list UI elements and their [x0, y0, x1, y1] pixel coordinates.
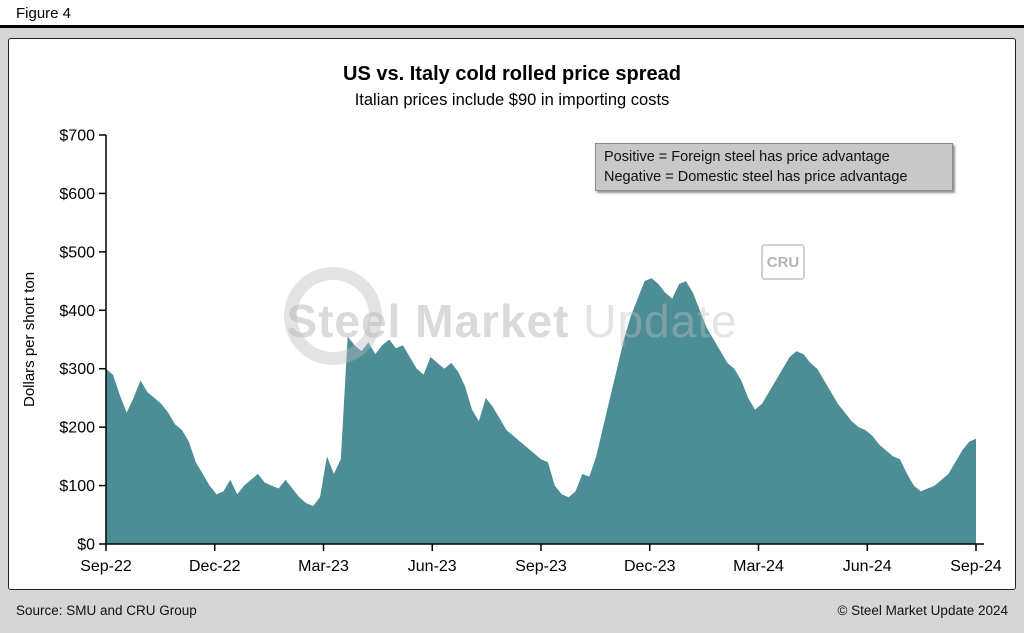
x-tick-label: Mar-24 [733, 558, 784, 575]
figure-titlebar: Figure 4 [0, 0, 1024, 28]
x-tick-label: Jun-24 [843, 558, 892, 575]
y-tick-label: $700 [59, 128, 95, 145]
y-tick-label: $500 [59, 244, 95, 261]
y-tick-label: $300 [59, 361, 95, 378]
x-tick-label: Sep-23 [515, 558, 567, 575]
copyright-note: © Steel Market Update 2024 [837, 603, 1008, 618]
x-tick-label: Dec-23 [624, 558, 676, 575]
figure-label: Figure 4 [16, 5, 72, 22]
x-tick-label: Sep-22 [80, 558, 132, 575]
y-tick-label: $400 [59, 303, 95, 320]
source-note: Source: SMU and CRU Group [16, 603, 197, 618]
annotation-line-negative: Negative = Domestic steel has price adva… [604, 169, 908, 185]
y-tick-label: $600 [59, 186, 95, 203]
y-tick-label: $100 [59, 478, 95, 495]
y-tick-label: $200 [59, 420, 95, 437]
y-tick-label: $0 [77, 537, 95, 554]
area-series [106, 278, 976, 544]
annotation-line-positive: Positive = Foreign steel has price advan… [604, 149, 890, 165]
x-tick-label: Dec-22 [189, 558, 241, 575]
x-tick-label: Sep-24 [950, 558, 1002, 575]
price-spread-plot: $0 $100 $200 $300 $400 $500 $600 $700 Sep-22 Dec-… [59, 128, 1002, 576]
chart-subtitle: Italian prices include $90 in importing … [354, 91, 670, 109]
chart-panel: US vs. Italy cold rolled price spread It… [8, 38, 1016, 590]
x-tick-label: Mar-23 [298, 558, 349, 575]
x-tick-label: Jun-23 [408, 558, 457, 575]
chart-title: US vs. Italy cold rolled price spread [343, 63, 681, 85]
annotation-box: Positive = Foreign steel has price advan… [595, 143, 953, 191]
